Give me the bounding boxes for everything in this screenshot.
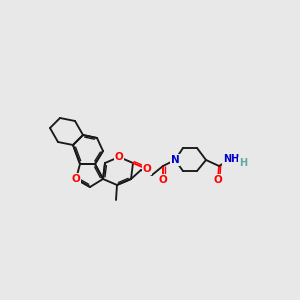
Text: O: O <box>115 152 123 162</box>
Text: H: H <box>239 158 247 168</box>
Text: N: N <box>171 155 179 165</box>
Text: O: O <box>72 174 80 184</box>
Text: O: O <box>214 175 222 185</box>
Text: NH: NH <box>223 154 239 164</box>
Text: O: O <box>159 175 167 185</box>
Text: O: O <box>142 164 152 174</box>
